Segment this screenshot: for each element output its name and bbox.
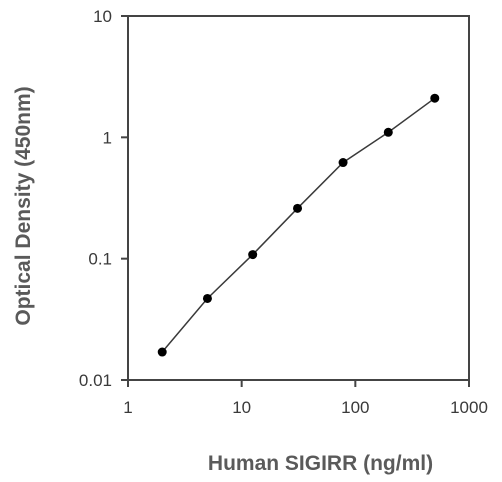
data-point xyxy=(338,158,348,168)
data-point xyxy=(383,127,393,137)
x-axis-ticks: 1 10 100 1000 xyxy=(123,380,488,417)
y-tick-label: 0.01 xyxy=(79,371,112,390)
x-tick-label: 1000 xyxy=(450,398,488,417)
x-tick-label: 1 xyxy=(123,398,132,417)
data-point xyxy=(157,347,167,357)
data-point xyxy=(430,93,440,103)
plot-border xyxy=(127,15,470,381)
data-point xyxy=(202,293,212,303)
x-axis-title: Human SIGIRR (ng/ml) xyxy=(208,452,433,475)
data-point xyxy=(248,250,258,260)
y-axis-title: Optical Density (450nm) xyxy=(12,86,35,325)
x-tick-label: 10 xyxy=(232,398,251,417)
x-tick-label: 100 xyxy=(341,398,369,417)
y-tick-label: 1 xyxy=(103,128,112,147)
plot-frame xyxy=(127,15,470,381)
y-axis-ticks: 0.01 0.1 1 10 xyxy=(79,7,128,390)
series-layer xyxy=(157,93,440,357)
y-tick-label: 10 xyxy=(93,7,112,26)
y-tick-label: 0.1 xyxy=(88,250,112,269)
data-point xyxy=(293,203,303,213)
